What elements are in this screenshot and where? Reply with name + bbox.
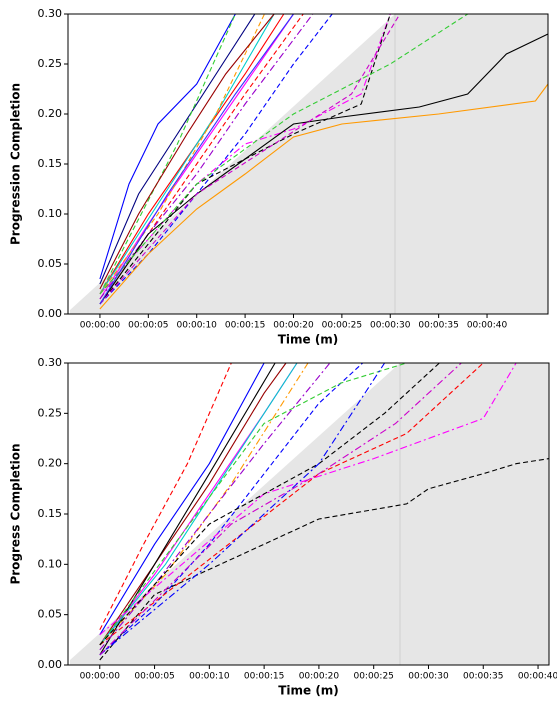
series-line: [99, 362, 309, 646]
series-line: [99, 362, 265, 636]
series-line: [99, 13, 256, 285]
series-line: [99, 33, 549, 305]
series-line: [99, 362, 386, 656]
shaded-region: [70, 363, 549, 665]
x-axis-title: Time (m): [278, 684, 339, 698]
x-tick-label: 00:00:05: [134, 672, 174, 682]
series-line: [99, 362, 276, 656]
series-line: [99, 458, 550, 661]
series-line: [99, 362, 407, 646]
y-tick-label: 0.15: [38, 157, 63, 170]
series-line: [99, 13, 468, 295]
series-line: [99, 13, 333, 305]
x-tick-label: 00:00:05: [128, 321, 168, 331]
x-tick-label: 00:00:40: [467, 321, 508, 331]
y-tick-label: 0.05: [38, 608, 63, 621]
y-tick-label: 0.10: [38, 557, 63, 570]
series-line: [99, 13, 294, 300]
series-line: [99, 13, 236, 280]
series-line: [99, 13, 265, 295]
y-tick-label: 0.00: [38, 658, 63, 671]
y-axis-title: Progress Completion: [9, 443, 23, 584]
series-line: [99, 13, 275, 295]
x-tick-label: 00:00:00: [80, 321, 121, 331]
y-tick-label: 0.15: [38, 507, 63, 520]
x-tick-label: 00:00:00: [80, 672, 121, 682]
y-tick-label: 0.05: [38, 257, 63, 270]
series-line: [99, 13, 275, 290]
x-tick-label: 00:00:40: [518, 672, 557, 682]
y-axis-title: Progression Completion: [9, 83, 23, 245]
series-line: [99, 362, 232, 631]
y-tick-label: 0.25: [38, 406, 63, 419]
x-tick-label: 00:00:25: [353, 672, 393, 682]
x-tick-label: 00:00:20: [273, 321, 314, 331]
x-tick-label: 00:00:25: [322, 321, 362, 331]
x-tick-label: 00:00:20: [299, 672, 340, 682]
series-line: [99, 362, 517, 636]
shaded-region: [70, 14, 548, 314]
y-tick-label: 0.00: [38, 307, 63, 320]
x-axis-title: Time (m): [278, 333, 339, 346]
series-line: [99, 13, 236, 295]
x-tick-label: 00:00:30: [408, 672, 449, 682]
x-tick-label: 00:00:10: [176, 321, 217, 331]
y-tick-label: 0.30: [38, 356, 63, 369]
series-line: [99, 362, 331, 651]
y-tick-label: 0.30: [38, 7, 63, 20]
y-tick-label: 0.25: [38, 57, 63, 70]
x-tick-label: 00:00:15: [244, 672, 284, 682]
series-line: [99, 362, 298, 646]
y-tick-label: 0.20: [38, 107, 63, 120]
series-line: [99, 362, 287, 646]
series-line: [99, 362, 462, 656]
chart: 0.00 0.05 0.10 0.15 0.20 0.25 0.30 00:00:00 00:0…: [9, 7, 549, 346]
y-tick-label: 0.20: [38, 457, 63, 470]
x-tick-label: 00:00:35: [463, 672, 503, 682]
chart: 0.00 0.05 0.10 0.15 0.20 0.25 0.30 00:00:00 00:0…: [9, 356, 557, 698]
y-tick-label: 0.10: [38, 207, 63, 220]
series-line: [99, 83, 549, 310]
x-tick-label: 00:00:30: [370, 321, 411, 331]
series-line: [99, 13, 294, 305]
series-line: [99, 13, 314, 300]
x-tick-label: 00:00:10: [189, 672, 230, 682]
x-tick-label: 00:00:15: [225, 321, 265, 331]
x-tick-label: 00:00:35: [418, 321, 458, 331]
series-line: [99, 13, 401, 305]
